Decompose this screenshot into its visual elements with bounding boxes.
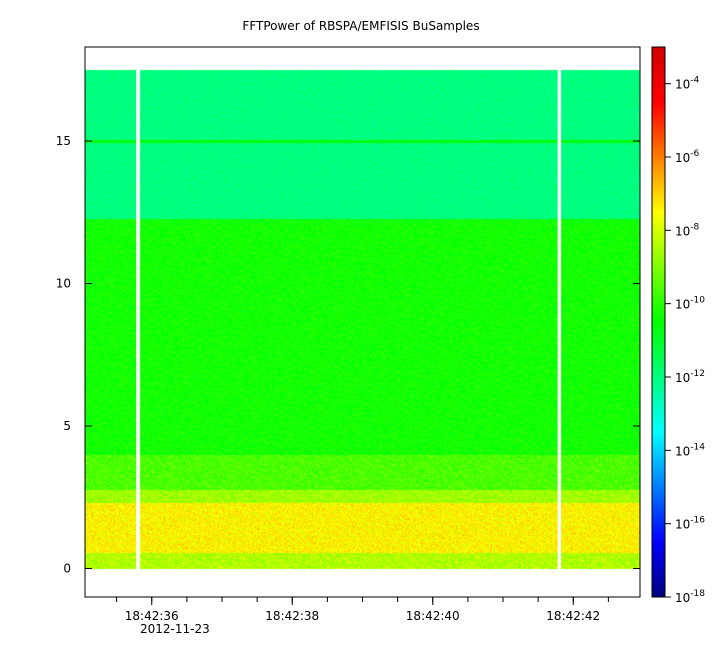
colorbar-tick-label: 10-12	[675, 369, 705, 385]
x-tick-label: 18:42:40	[406, 609, 460, 623]
colorbar-gradient	[652, 47, 665, 597]
colorbar-tick-label: 10-8	[675, 222, 700, 238]
colorbar-tick-label: 10-6	[675, 149, 700, 165]
plot-area	[84, 46, 641, 598]
x-axis-date-label: 2012-11-23	[140, 622, 210, 636]
colorbar-ticks: 10-18 10-16 10-14 10-12 10-10 10-8 10-6 10-4	[665, 76, 705, 605]
colorbar-tick-label: 10-4	[675, 76, 700, 92]
colorbar-tick-label: 10-18	[675, 589, 705, 605]
colorbar-tick-label: 10-14	[675, 442, 705, 458]
y-tick-label: 15	[56, 134, 71, 148]
x-tick-label: 18:42:36	[125, 609, 179, 623]
spectrogram-image	[85, 47, 640, 597]
x-tick-label: 18:42:42	[546, 609, 600, 623]
data-gaps	[136, 69, 561, 569]
x-axis: 18:42:36 18:42:38 18:42:40 18:42:42	[116, 597, 609, 623]
y-tick-label: 5	[63, 419, 71, 433]
x-tick-label: 18:42:38	[265, 609, 319, 623]
y-axis: 0 5 10 15	[56, 134, 640, 576]
colorbar-tick-label: 10-10	[675, 296, 705, 312]
y-tick-label: 10	[56, 277, 71, 291]
colorbar-frame	[651, 46, 666, 598]
colorbar: 10-18 10-16 10-14 10-12 10-10 10-8 10-6 10-4	[651, 46, 705, 605]
colorbar-tick-label: 10-16	[675, 516, 705, 532]
chart-title: FFTPower of RBSPA/EMFISIS BuSamples	[242, 19, 479, 33]
y-tick-label: 0	[63, 562, 71, 576]
